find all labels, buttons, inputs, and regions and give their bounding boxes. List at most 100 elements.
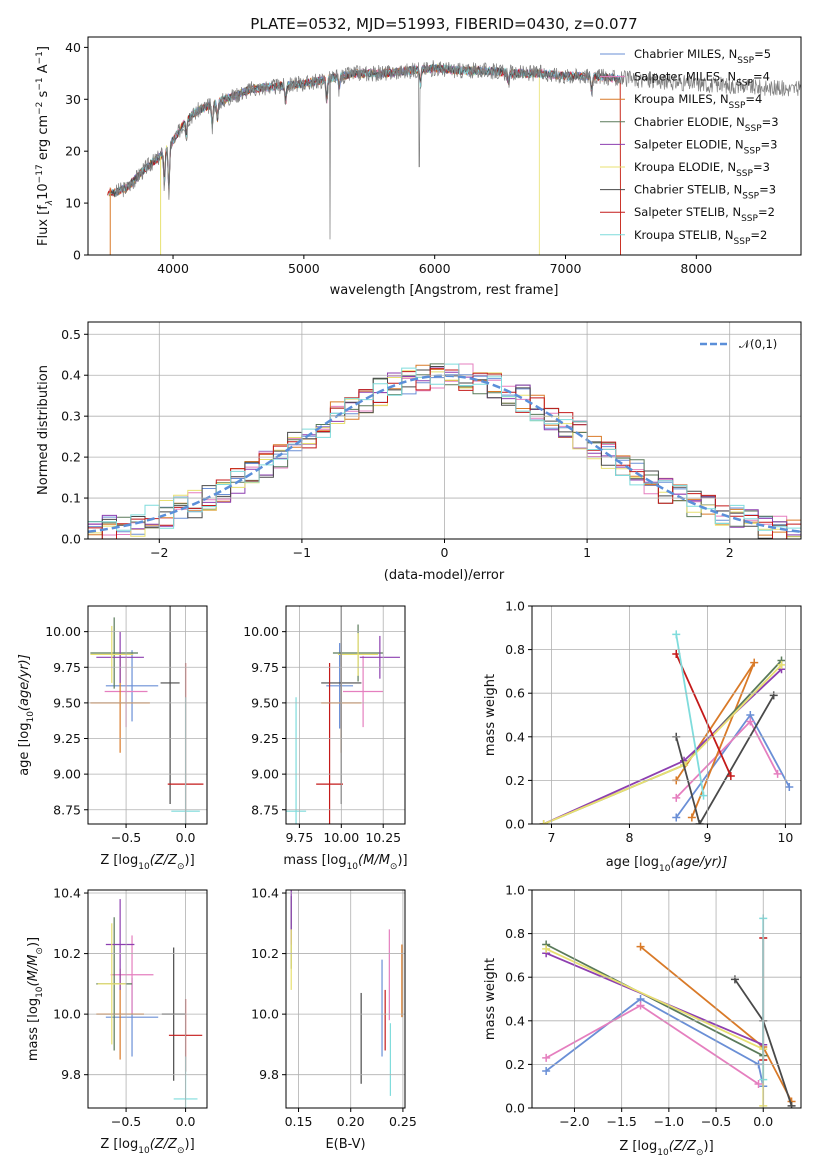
x-tick-label: 0.0 xyxy=(753,1114,773,1129)
weight-marker xyxy=(777,660,786,669)
y-tick-label: 9.8 xyxy=(61,1067,81,1082)
x-tick-label: 0 xyxy=(441,545,449,560)
weight-marker xyxy=(726,772,735,781)
x-tick-label: −1.0 xyxy=(654,1114,684,1129)
legend-entry-part: SSP xyxy=(741,214,758,224)
mass_vs_ebv-panel-plot-area xyxy=(290,890,403,1096)
legend-entry-part: = xyxy=(745,92,755,106)
weight-marker xyxy=(754,1080,763,1089)
y-tick-label: 40 xyxy=(65,40,81,55)
legend-entry-part: 4 xyxy=(763,70,770,84)
legend-entry-part: SSP xyxy=(745,124,762,134)
y-axis-label: mass weight xyxy=(483,674,498,756)
weight-series-line xyxy=(545,997,765,1087)
weight-marker xyxy=(542,1066,551,1075)
x-tick-label: 0.0 xyxy=(176,1114,196,1129)
y-tick-label: 0.2 xyxy=(505,1057,525,1072)
y-axis-label-part: ⊙ xyxy=(35,947,45,955)
y-axis-label-part: −2 xyxy=(35,102,45,115)
weight-series-line xyxy=(675,634,705,796)
weight_vs_age-panel-plot-area xyxy=(539,630,794,824)
legend-entry-part: = xyxy=(750,228,760,242)
x-axis-label-part: Z [log xyxy=(100,853,138,868)
y-axis-label-part: −1 xyxy=(35,51,45,64)
x-tick-label: −2 xyxy=(150,545,168,560)
x-tick-label: 5000 xyxy=(288,261,320,276)
legend-entry-part: Salpeter ELODIE, N xyxy=(634,137,744,151)
weight-series-line xyxy=(545,948,765,1106)
weight-marker xyxy=(730,975,739,984)
spectrum-panel-plot-area xyxy=(107,60,801,255)
spectrum-data-line xyxy=(115,60,801,240)
x-axis-label-part: (Z/Z xyxy=(150,853,178,868)
spectrum-panel: 4000 5000 6000 7000 8000 0 10 20 30 40 Chabrier MI… xyxy=(35,15,802,298)
x-tick-label: 1 xyxy=(583,545,591,560)
legend-entry: Kroupa STELIB, NSSP=2 xyxy=(634,228,767,247)
y-axis-label-part: −1 xyxy=(35,77,45,90)
x-tick-label: 8000 xyxy=(680,261,712,276)
x-tick-label: 10 xyxy=(777,830,793,845)
legend-entry-part: 3 xyxy=(769,183,776,197)
y-axis-label-part: age [log xyxy=(17,723,32,776)
y-axis-label-part: s xyxy=(36,90,51,101)
x-tick-label: −1 xyxy=(293,545,311,560)
x-axis-label-part: age [log xyxy=(606,855,659,870)
y-axis-label-part: λ xyxy=(45,200,55,206)
age_vs_Z-panel-frame xyxy=(87,605,208,825)
y-axis-label-part: 10 xyxy=(35,986,45,998)
legend-entry-part: 5 xyxy=(764,47,771,61)
weight-marker xyxy=(636,1001,645,1010)
x-axis-label-part: ⊙ xyxy=(177,862,185,872)
x-tick-label: 10.25 xyxy=(365,830,401,845)
x-tick-label: −1.5 xyxy=(606,1114,636,1129)
legend-entry-part: Chabrier STELIB, N xyxy=(634,183,742,197)
y-axis-label-part: mass [log xyxy=(26,998,41,1061)
x-tick-label: 9 xyxy=(703,830,711,845)
x-axis-label-part: (Z/Z xyxy=(150,1137,178,1152)
y-axis-label-part: erg cm xyxy=(36,115,51,164)
y-tick-label: 0.4 xyxy=(61,368,81,383)
weight_vs_Z-panel: −2.0 −1.5 −1.0 −0.5 0.0 0.0 0.2 0.4 0.6 0.8 1.0 Z [… xyxy=(483,883,802,1158)
weight-marker xyxy=(785,782,794,791)
x-tick-label: 10.00 xyxy=(323,830,359,845)
y-axis-label-part: A xyxy=(36,64,51,77)
weight-marker xyxy=(542,944,551,953)
y-axis-label-part: (age/yr)] xyxy=(17,654,32,711)
weight-series-line xyxy=(543,668,783,824)
y-tick-label: 0.0 xyxy=(505,1101,525,1116)
legend-entry-part: = xyxy=(762,115,772,129)
x-tick-label: 7 xyxy=(548,830,556,845)
y-tick-label: 1.0 xyxy=(505,883,525,898)
legend-entry-part: 3 xyxy=(770,137,777,151)
y-tick-label: 0.6 xyxy=(505,970,525,985)
x-tick-label: −2.0 xyxy=(559,1114,589,1129)
y-tick-label: 10.2 xyxy=(53,946,81,961)
x-axis-label-part: Z [log xyxy=(100,1137,138,1152)
legend-entry-part: 3 xyxy=(771,115,778,129)
x-axis-label-part: 10 xyxy=(657,1148,669,1158)
legend-entry: Salpeter STELIB, NSSP=2 xyxy=(634,205,775,224)
legend-entry-part: SSP xyxy=(736,79,753,89)
legend-entry: Chabrier STELIB, NSSP=3 xyxy=(634,183,776,202)
legend-entry-part: SSP xyxy=(742,192,759,202)
y-tick-label: 30 xyxy=(65,92,81,107)
y-tick-label: 0.1 xyxy=(61,491,81,506)
legend-entry-part: Chabrier ELODIE, N xyxy=(634,115,745,129)
x-tick-label: 4000 xyxy=(157,261,189,276)
legend-entry-part: Kroupa MILES, N xyxy=(634,92,729,106)
weight-marker xyxy=(687,813,696,822)
x-axis-label: Z [log10(Z/Z⊙)] xyxy=(100,1137,194,1156)
y-tick-label: 9.50 xyxy=(53,695,81,710)
x-axis-label-part: Z [log xyxy=(619,1139,657,1154)
legend-entry: Chabrier MILES, NSSP=5 xyxy=(634,47,771,66)
weight-marker xyxy=(787,1101,796,1108)
y-axis-label-part: ] xyxy=(36,46,51,51)
y-tick-label: 0.6 xyxy=(505,686,525,701)
x-axis-label: wavelength [Angstrom, rest frame] xyxy=(330,283,559,298)
legend-entry: Kroupa ELODIE, NSSP=3 xyxy=(634,160,770,179)
legend-entry-part: = xyxy=(761,137,771,151)
weight-marker xyxy=(699,791,708,800)
y-tick-label: 1.0 xyxy=(505,599,525,614)
weight-series-line xyxy=(675,694,775,824)
